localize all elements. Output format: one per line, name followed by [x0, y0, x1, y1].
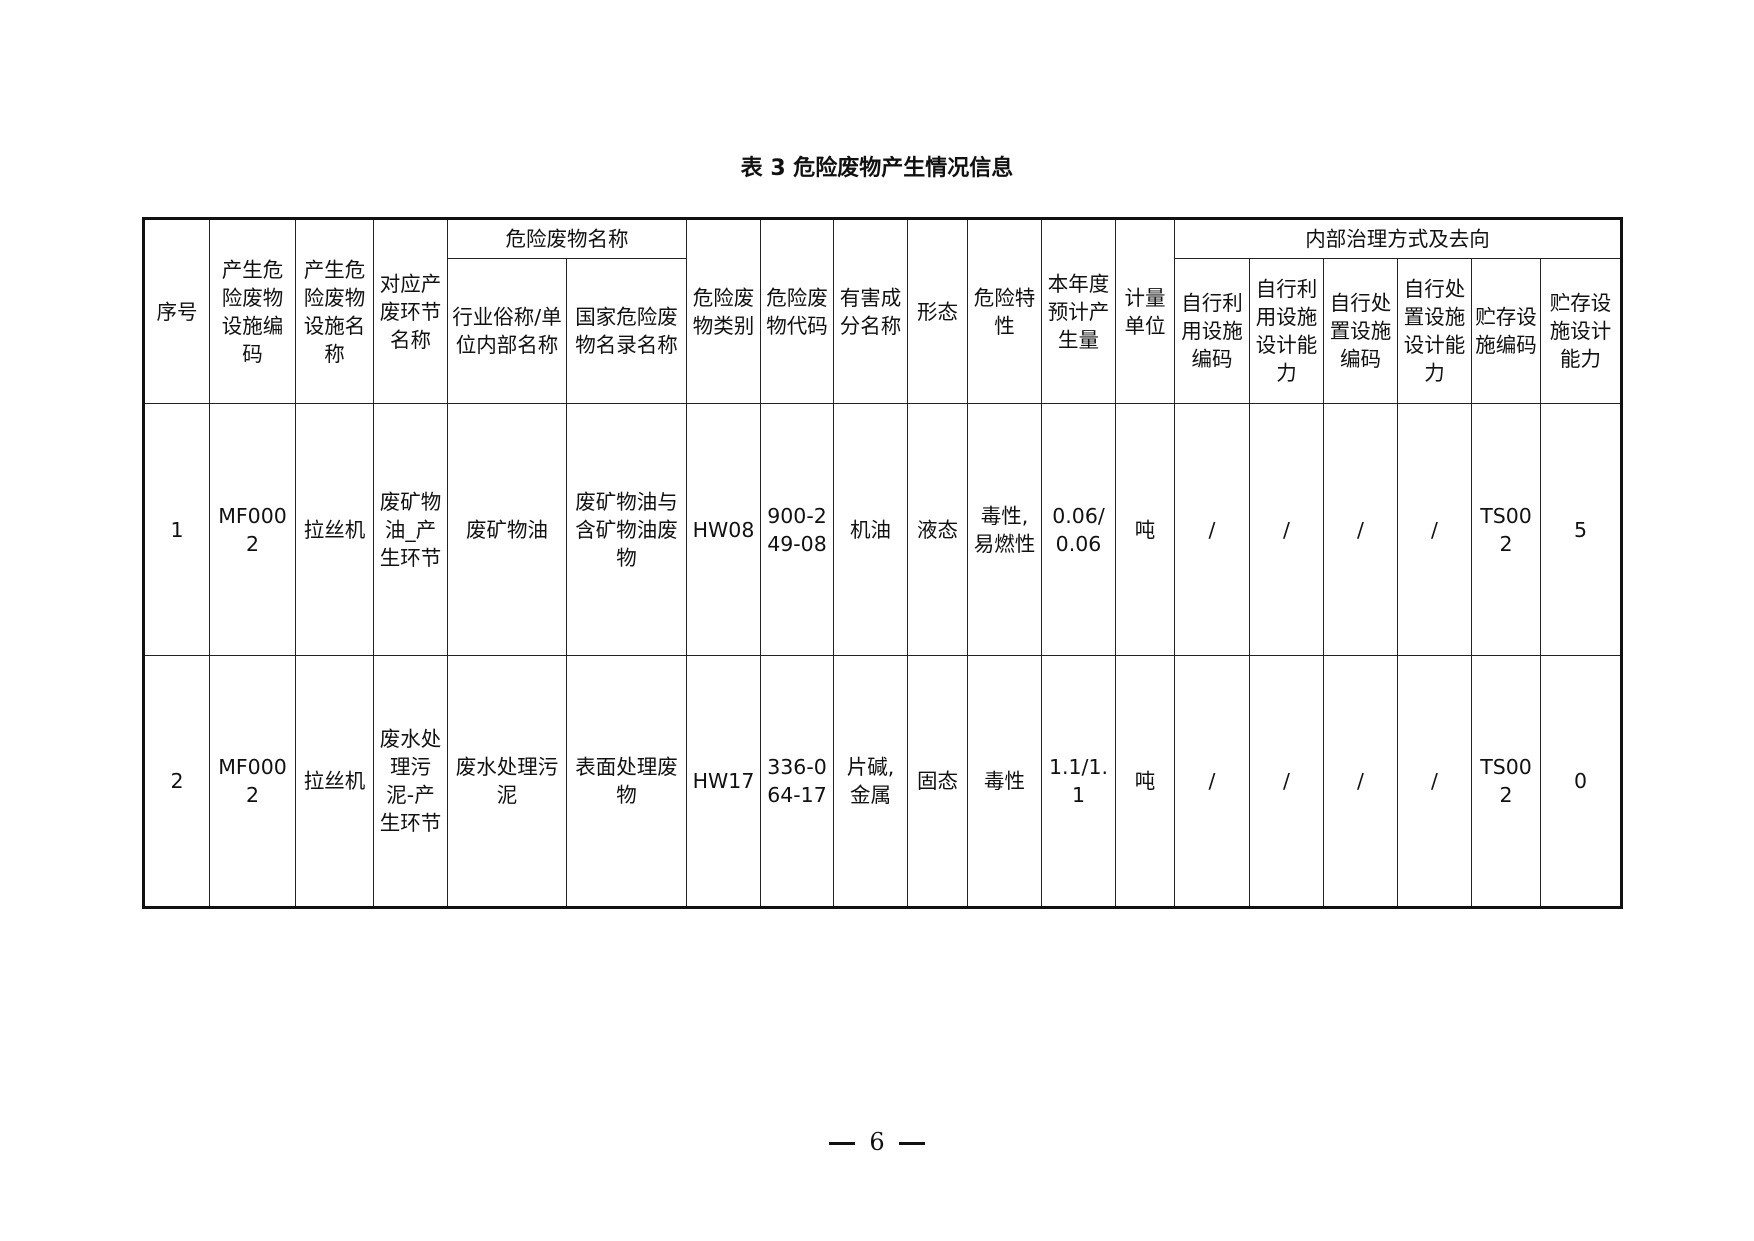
cell-reuse-capacity: /	[1249, 655, 1324, 908]
cell-facility-name: 拉丝机	[295, 403, 374, 656]
cell-storage-code: TS002	[1471, 403, 1541, 656]
cell-unit: 吨	[1115, 655, 1175, 908]
cell-dispose-capacity: /	[1397, 655, 1472, 908]
header-reuse-capacity: 自行利用设施设计能力	[1249, 258, 1324, 404]
header-category: 危险废物类别	[686, 218, 761, 404]
header-storage-code: 贮存设施编码	[1471, 258, 1541, 404]
table-row: 2 MF0002 拉丝机 废水处理污泥-产生环节 废水处理污泥 表面处理废物 HW17 336…	[143, 655, 1622, 908]
cell-storage-capacity: 5	[1540, 403, 1622, 656]
cell-amount: 1.1/1.1	[1041, 655, 1116, 908]
cell-dispose-code: /	[1323, 403, 1398, 656]
cell-national-name: 废矿物油与含矿物油废物	[566, 403, 687, 656]
cell-facility-code: MF0002	[209, 655, 296, 908]
header-reuse-code: 自行利用设施编码	[1174, 258, 1250, 404]
cell-harmful: 机油	[833, 403, 908, 656]
cell-amount: 0.06/0.06	[1041, 403, 1116, 656]
cell-seq: 2	[143, 655, 210, 908]
cell-storage-capacity: 0	[1540, 655, 1622, 908]
cell-reuse-code: /	[1174, 655, 1250, 908]
cell-process: 废矿物油_产生环节	[373, 403, 448, 656]
cell-category: HW17	[686, 655, 761, 908]
header-facility-name: 产生危险废物设施名称	[295, 218, 374, 404]
cell-common-name: 废矿物油	[447, 403, 567, 656]
hazardous-waste-table: 序号 产生危险废物设施编码 产生危险废物设施名称 对应产废环节名称 危险废物名称…	[142, 217, 1623, 909]
cell-national-name: 表面处理废物	[566, 655, 687, 908]
cell-form: 液态	[907, 403, 968, 656]
header-common-name: 行业俗称/单位内部名称	[447, 258, 567, 404]
page-number: 6	[0, 1128, 1754, 1156]
header-harmful: 有害成分名称	[833, 218, 908, 404]
header-dispose-code: 自行处置设施编码	[1323, 258, 1398, 404]
cell-property: 毒性,易燃性	[967, 403, 1042, 656]
header-storage-capacity: 贮存设施设计能力	[1540, 258, 1622, 404]
cell-common-name: 废水处理污泥	[447, 655, 567, 908]
table-title: 表 3 危险废物产生情况信息	[740, 156, 1014, 181]
header-amount: 本年度预计产生量	[1041, 218, 1116, 404]
header-form: 形态	[907, 218, 968, 404]
cell-facility-code: MF0002	[209, 403, 296, 656]
header-national-name: 国家危险废物名录名称	[566, 258, 687, 404]
cell-seq: 1	[143, 403, 210, 656]
cell-dispose-capacity: /	[1397, 403, 1472, 656]
header-waste-name-group: 危险废物名称	[447, 218, 687, 259]
header-seq: 序号	[143, 218, 210, 404]
header-property: 危险特性	[967, 218, 1042, 404]
header-process: 对应产废环节名称	[373, 218, 448, 404]
header-internal-group: 内部治理方式及去向	[1174, 218, 1622, 259]
dash-left	[829, 1142, 856, 1145]
cell-storage-code: TS002	[1471, 655, 1541, 908]
cell-dispose-code: /	[1323, 655, 1398, 908]
cell-harmful: 片碱,金属	[833, 655, 908, 908]
header-code: 危险废物代码	[760, 218, 834, 404]
cell-unit: 吨	[1115, 403, 1175, 656]
cell-form: 固态	[907, 655, 968, 908]
dash-right	[898, 1142, 925, 1145]
cell-process: 废水处理污泥-产生环节	[373, 655, 448, 908]
cell-code: 900-249-08	[760, 403, 834, 656]
cell-reuse-capacity: /	[1249, 403, 1324, 656]
table-row: 1 MF0002 拉丝机 废矿物油_产生环节 废矿物油 废矿物油与含矿物油废物 HW08 90…	[143, 403, 1622, 656]
header-facility-code: 产生危险废物设施编码	[209, 218, 296, 404]
header-unit: 计量单位	[1115, 218, 1175, 404]
cell-category: HW08	[686, 403, 761, 656]
cell-reuse-code: /	[1174, 403, 1250, 656]
header-dispose-capacity: 自行处置设施设计能力	[1397, 258, 1472, 404]
cell-code: 336-064-17	[760, 655, 834, 908]
cell-property: 毒性	[967, 655, 1042, 908]
page-number-text: 6	[869, 1128, 885, 1156]
cell-facility-name: 拉丝机	[295, 655, 374, 908]
